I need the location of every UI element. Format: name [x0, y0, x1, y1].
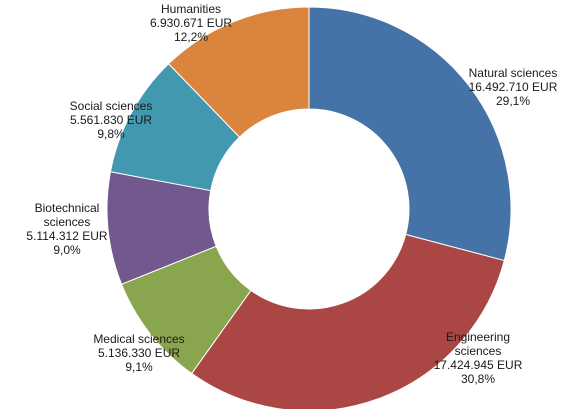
data-label-line: 17.424.945 EUR	[434, 358, 523, 372]
data-label-line: 5.561.830 EUR	[70, 113, 152, 127]
data-label-line: 16.492.710 EUR	[469, 80, 558, 94]
slice-humanities	[167, 6, 310, 138]
slices-layer	[106, 6, 512, 412]
data-label-line: 5.136.330 EUR	[98, 346, 180, 360]
data-label-line: 9,8%	[97, 127, 125, 141]
data-label-line: sciences	[455, 344, 502, 358]
data-label-line: Natural sciences	[469, 66, 558, 80]
data-label-line: 6.930.671 EUR	[150, 16, 232, 30]
data-label-line: 9,1%	[125, 360, 153, 374]
data-label-line: sciences	[44, 215, 91, 229]
data-label-line: 9,0%	[53, 243, 81, 257]
data-label-line: Biotechnical	[35, 201, 100, 215]
data-label-line: Medical sciences	[93, 332, 184, 346]
data-label-line: 29,1%	[496, 94, 530, 108]
slice-engineering-sciences	[191, 233, 505, 412]
data-label-line: Social sciences	[70, 99, 153, 113]
data-label-line: 5.114.312 EUR	[26, 229, 107, 243]
data-label-line: Engineering	[446, 330, 510, 344]
data-label-line: 30,8%	[461, 372, 495, 386]
data-label-line: Humanities	[161, 2, 221, 16]
data-label-line: 12,2%	[174, 30, 208, 44]
slice-natural-sciences	[308, 6, 512, 262]
